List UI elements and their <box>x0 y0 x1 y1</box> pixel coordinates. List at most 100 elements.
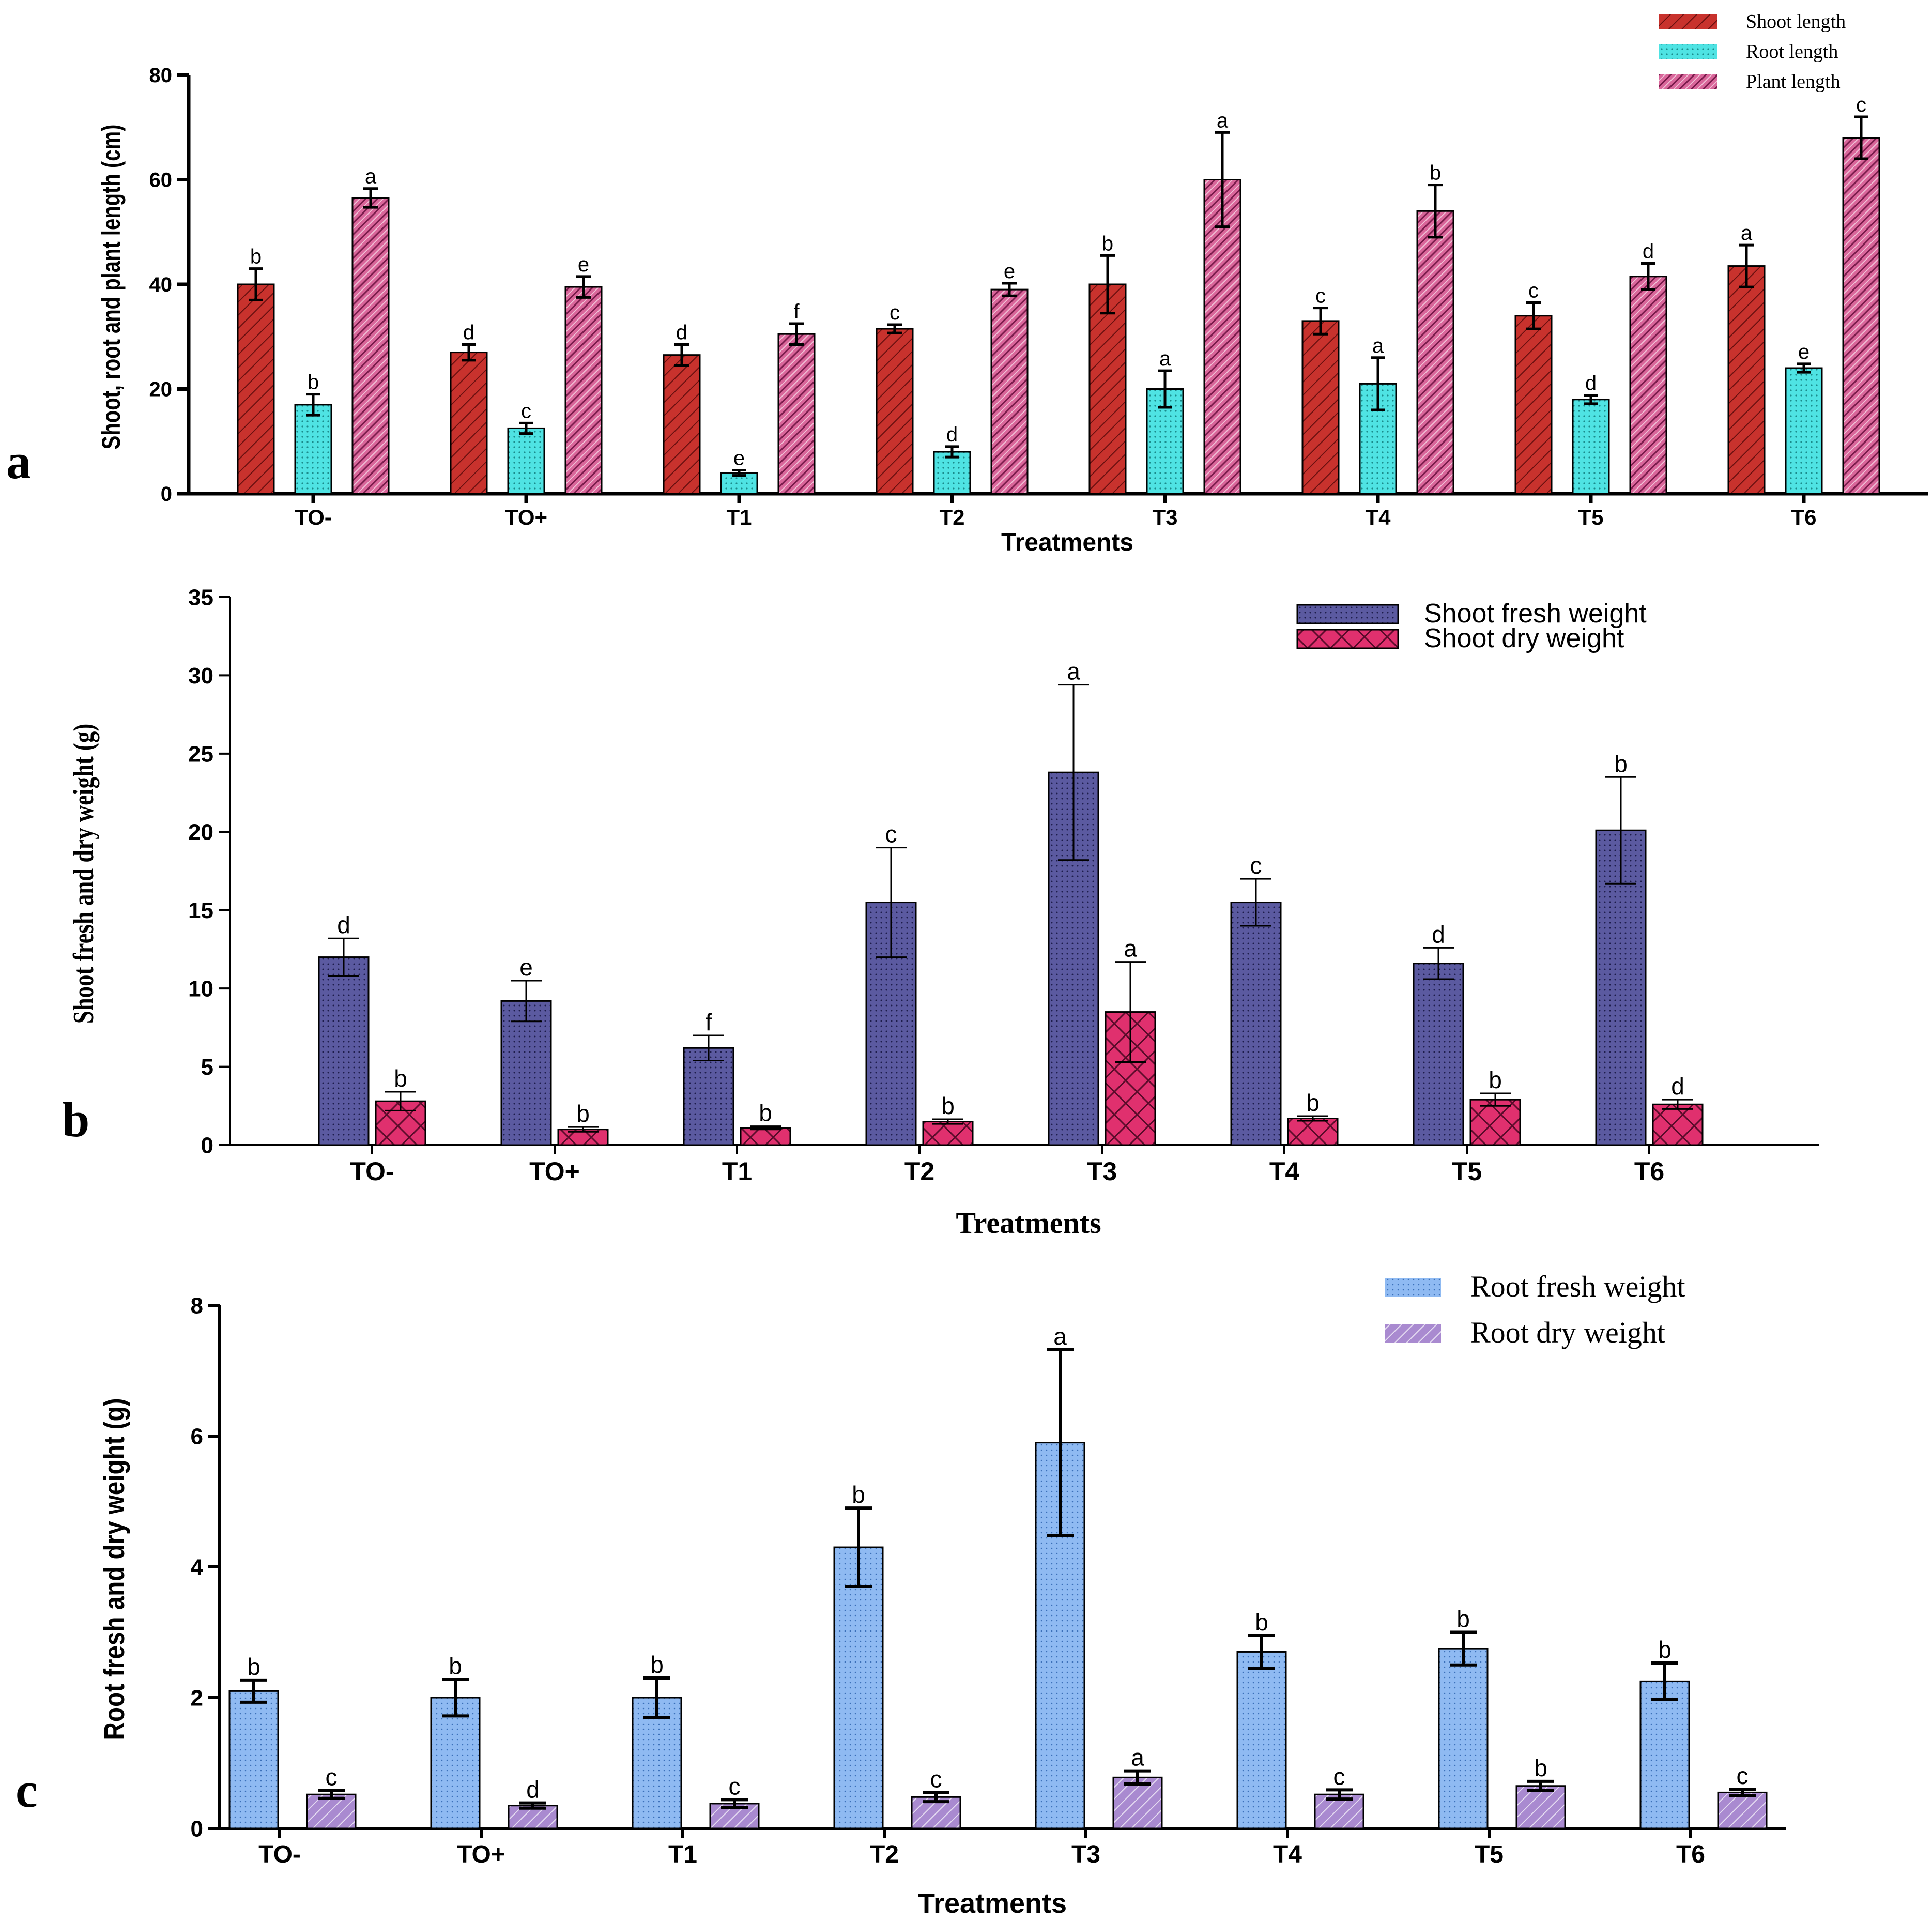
panel-b-bar-shoot-dry-weight <box>1287 1118 1339 1146</box>
panel-c-bar-root-dry-weight <box>306 1793 357 1829</box>
panel-a-bar-plant-length <box>1842 137 1880 495</box>
panel-c-bar-root-fresh-weight <box>430 1697 481 1829</box>
panel-b-significance-letter: d <box>1432 921 1445 948</box>
panel-c: c Root fresh and dry weight (g) Treatmen… <box>16 1270 1786 1919</box>
panel-a-significance-letter: f <box>793 300 800 323</box>
panel-b-bar-shoot-fresh-weight <box>683 1047 734 1146</box>
legend-label-plant-length: Plant length <box>1746 71 1841 93</box>
panel-c-significance-letter: c <box>930 1765 942 1792</box>
panel-b-y-tick-label: 0 <box>201 1133 213 1158</box>
panel-c-x-axis-label: Treatments <box>918 1888 1067 1919</box>
panel-b-x-axis-label: Treatments <box>956 1206 1101 1240</box>
panel-c-label: c <box>16 1762 38 1818</box>
panel-c-y-tick-label: 6 <box>191 1424 203 1449</box>
panel-a-significance-letter: a <box>365 165 377 188</box>
panel-b-label: b <box>62 1092 89 1147</box>
panel-b: b Shoot fresh and dry weight (g) Treatme… <box>62 585 1819 1240</box>
panel-b-x-tick-label: T3 <box>1087 1157 1117 1186</box>
panel-a-significance-letter: d <box>1585 372 1597 395</box>
legend-swatch-root-fresh-weight <box>1385 1278 1441 1297</box>
panel-a-y-axis-label: Shoot, root and plant length (cm) <box>97 125 126 450</box>
panel-a-significance-letter: d <box>1643 240 1654 263</box>
panel-a-bar-root-length <box>1572 399 1610 495</box>
panel-a-bar-shoot-length <box>876 328 914 495</box>
panel-b-bar-shoot-fresh-weight <box>1413 963 1464 1146</box>
panel-a-bar-shoot-length <box>1301 320 1340 495</box>
panel-a-bar-shoot-length <box>237 283 275 495</box>
panel-a-bar-root-length <box>507 427 545 495</box>
panel-a-x-tick-label: T4 <box>1365 505 1391 529</box>
panel-b-y-tick-label: 5 <box>201 1055 213 1080</box>
panel-a-bar-plant-length <box>564 286 603 495</box>
legend-label-shoot-dry-weight: Shoot dry weight <box>1424 623 1624 653</box>
panel-a-significance-letter: c <box>1528 279 1539 302</box>
panel-a-bar-shoot-length <box>1088 283 1127 495</box>
panel-c-bar-root-dry-weight <box>1515 1785 1566 1829</box>
panel-b-significance-letter: b <box>1489 1066 1502 1093</box>
panel-c-significance-letter: b <box>1456 1606 1470 1633</box>
panel-a-x-axis-label: Treatments <box>1001 529 1133 556</box>
panel-c-y-tick-label: 4 <box>191 1554 204 1580</box>
panel-b-x-tick-label: T5 <box>1452 1157 1482 1186</box>
legend-swatch-plant-length <box>1659 74 1717 89</box>
panel-a-bar-root-length <box>1785 367 1823 495</box>
panel-b-significance-letter: e <box>519 954 533 981</box>
panel-a-bar-plant-length <box>990 288 1029 495</box>
panel-c-y-tick-label: 8 <box>191 1293 203 1318</box>
panel-b-x-tick-label: TO- <box>350 1157 394 1186</box>
panel-c-significance-letter: b <box>247 1653 260 1680</box>
panel-b-significance-letter: d <box>337 911 350 938</box>
panel-c-bar-root-fresh-weight <box>833 1546 884 1829</box>
panel-c-significance-letter: b <box>1658 1636 1672 1663</box>
panel-a-significance-letter: e <box>578 253 589 276</box>
panel-a-y-tick-label: 60 <box>149 169 173 192</box>
panel-a-significance-letter: e <box>1004 260 1015 283</box>
panel-c-x-tick-label: T5 <box>1475 1841 1504 1868</box>
panel-a-bar-plant-length <box>351 197 390 495</box>
panel-a-x-tick-label: TO- <box>295 505 332 529</box>
panel-c-significance-letter: d <box>526 1776 540 1803</box>
panel-b-significance-letter: b <box>1306 1089 1320 1116</box>
panel-b-y-tick-label: 30 <box>188 663 213 689</box>
panel-c-bar-root-fresh-weight <box>1438 1648 1489 1829</box>
panel-b-significance-letter: b <box>576 1100 590 1127</box>
panel-b-bar-shoot-fresh-weight <box>500 1000 552 1146</box>
panel-a: a Shoot, root and plant length (cm) Trea… <box>6 11 1928 556</box>
panel-b-y-tick-label: 35 <box>188 585 213 610</box>
panel-a-y-tick-label: 20 <box>149 378 173 401</box>
panel-c-legend: Root fresh weight Root dry weight <box>1385 1270 1685 1349</box>
panel-c-significance-letter: b <box>1255 1609 1268 1636</box>
panel-c-x-tick-label: T2 <box>870 1841 899 1868</box>
panel-b-y-tick-label: 20 <box>188 820 213 845</box>
panel-a-significance-letter: e <box>733 447 745 469</box>
panel-b-y-tick-label: 10 <box>188 977 213 1002</box>
panel-a-significance-letter: c <box>890 301 900 324</box>
panel-b-bar-shoot-fresh-weight <box>1230 902 1282 1146</box>
panel-c-significance-letter: b <box>449 1653 462 1680</box>
panel-c-bar-root-fresh-weight <box>1236 1651 1287 1829</box>
panel-a-significance-letter: d <box>463 321 474 344</box>
panel-b-legend: Shoot fresh weight Shoot dry weight <box>1296 599 1647 653</box>
panel-a-x-tick-label: T5 <box>1578 505 1603 529</box>
panel-a-x-tick-label: T2 <box>939 505 964 529</box>
panel-a-label: a <box>6 434 31 489</box>
panel-b-y-axis-label: Shoot fresh and dry weight (g) <box>67 724 99 1024</box>
panel-a-y-tick-label: 80 <box>149 64 173 87</box>
legend-swatch-shoot-fresh-weight <box>1296 604 1399 624</box>
panel-b-bar-shoot-dry-weight <box>922 1121 974 1146</box>
panel-c-y-tick-label: 0 <box>191 1816 203 1841</box>
panel-c-significance-letter: c <box>1737 1762 1749 1789</box>
panel-a-y-tick-label: 40 <box>149 273 173 296</box>
panel-a-significance-letter: a <box>1217 109 1229 132</box>
panel-a-significance-letter: d <box>676 321 687 344</box>
panel-a-x-tick-label: T1 <box>726 505 752 529</box>
panel-b-significance-letter: b <box>394 1065 407 1092</box>
panel-b-x-tick-label: T6 <box>1634 1157 1664 1186</box>
panel-a-bar-plant-length <box>777 333 816 495</box>
legend-label-root-length: Root length <box>1746 41 1838 63</box>
panel-a-significance-letter: c <box>1315 285 1326 308</box>
panel-a-significance-letter: a <box>1741 222 1753 245</box>
panel-c-x-tick-label: T4 <box>1273 1841 1302 1868</box>
panel-c-y-tick-label: 2 <box>191 1685 203 1711</box>
